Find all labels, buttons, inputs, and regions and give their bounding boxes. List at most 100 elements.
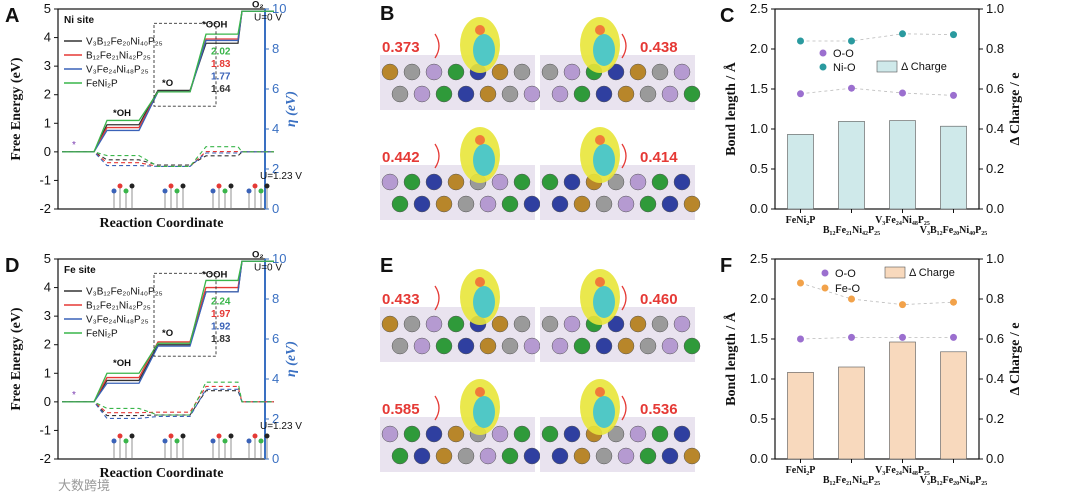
charge-depletion [593,396,615,428]
charge-depletion [473,144,495,176]
y2-tick-label: 0.6 [986,81,1004,96]
y2-axis-title: η (eV) [284,91,299,127]
y2-tick-label: 1.0 [986,1,1004,16]
atom [661,337,679,355]
legend-label: B₁₂Fe₂₁Ni₄₂P₂₅ [86,301,151,312]
charge-arrow [621,33,627,59]
atom [617,85,635,103]
legend-bar-swatch [876,60,898,73]
atom [573,85,591,103]
atom [651,315,669,333]
atom [435,447,453,465]
bond-marker [848,84,855,92]
charge-bar [838,121,865,210]
category-label: V₃Fe₂₄Ni₄₈P₂₅ [875,465,930,476]
y-tick-label: 0.0 [750,451,768,466]
y-axis-title: Bond length / Å [723,61,739,156]
y2-tick-label: 8 [272,41,279,56]
structure-cell: 0.433 [380,269,541,362]
dashed-line-B12Fe21Ni42P25 [62,385,274,414]
overpotential-value: 1.83 [211,59,231,70]
oxygen-atom [475,135,485,145]
atom [425,315,443,333]
condition-u0: U=0 V [254,12,282,23]
eta-marker [117,433,123,439]
y-tick-label: -1 [39,172,51,187]
overpotential-value: 1.92 [211,322,231,333]
oxygen-atom [475,277,485,287]
eta-marker [210,188,216,194]
charge-bar [838,366,865,460]
atom [607,173,625,191]
y-tick-label: -2 [39,201,51,216]
atom [523,447,541,465]
atom [391,85,409,103]
y-tick-label: 2.0 [750,291,768,306]
eta-marker [222,438,228,444]
atom [541,173,559,191]
atom [479,337,497,355]
category-label: B₁₂Fe₂₁Ni₄₂P₂₅ [823,225,880,236]
atom [563,63,581,81]
category-label: B₁₂Fe₂₁Ni₄₂P₂₅ [823,475,880,486]
atom [673,425,691,443]
charge-depletion [473,286,495,318]
bond-marker [797,37,804,45]
atom [673,315,691,333]
overpotential-value: 1.83 [211,334,231,345]
dashed-line-FeNi2P [62,381,274,416]
atom [629,173,647,191]
y-tick-label: 3 [44,308,51,323]
atom [629,63,647,81]
atom [673,63,691,81]
atom [447,315,465,333]
eta-marker [228,433,234,439]
eta-marker [264,433,270,439]
atom [661,195,679,213]
bond-marker [899,333,906,341]
charge-transfer-value: 0.585 [382,401,420,418]
dashed-line-V3B12Fe20Ni40P25 [62,151,274,166]
legend-label: V₃Fe₂₄Ni₄₈P₂₅ [86,315,149,326]
eta-marker [117,183,123,189]
charge-transfer-value: 0.373 [382,39,420,56]
charge-depletion [593,144,615,176]
oxygen-atom [595,277,605,287]
atom [425,173,443,191]
charge-arrow [621,395,627,421]
y2-tick-label: 0.0 [986,201,1004,216]
overpotential-value: 1.64 [211,84,231,95]
bond-line [800,33,954,42]
eta-marker [216,183,222,189]
y-tick-label: 0 [44,394,51,409]
y-tick-label: 5 [44,1,51,16]
y2-tick-label: 8 [272,291,279,306]
y2-axis-title: Δ Charge / e [1008,73,1023,146]
charge-arrow [434,33,440,59]
atom [683,337,701,355]
eta-marker [252,433,258,439]
y2-tick-label: 10 [272,251,286,266]
atom [551,337,569,355]
bond-marker [950,91,957,99]
eta-marker [246,188,252,194]
y2-tick-label: 0.8 [986,41,1004,56]
atom [513,425,531,443]
x-axis-title: Reaction Coordinate [99,216,223,231]
panel-letter: B [380,3,394,25]
charge-transfer-value: 0.442 [382,149,420,166]
y-tick-label: 1.0 [750,121,768,136]
charge-transfer-value: 0.460 [640,291,678,308]
y2-tick-label: 0.2 [986,411,1004,426]
y2-tick-label: 0.6 [986,331,1004,346]
y2-axis-title: η (eV) [284,341,299,377]
panel-c: C 0.0 0.5 1.0 1.5 2.0 2.5 0.0 0.2 0.4 0.6 0.8 1.0 Bon… [720,1,1023,236]
energy-line-V3Fe24Ni48P25 [62,260,274,403]
legend-bar-swatch [884,266,906,279]
eta-marker [258,188,264,194]
bond-marker [950,298,957,306]
y-axis-title: Free Energy (eV) [9,57,24,160]
y2-axis-title: Δ Charge / e [1008,323,1023,396]
eta-marker [174,188,180,194]
